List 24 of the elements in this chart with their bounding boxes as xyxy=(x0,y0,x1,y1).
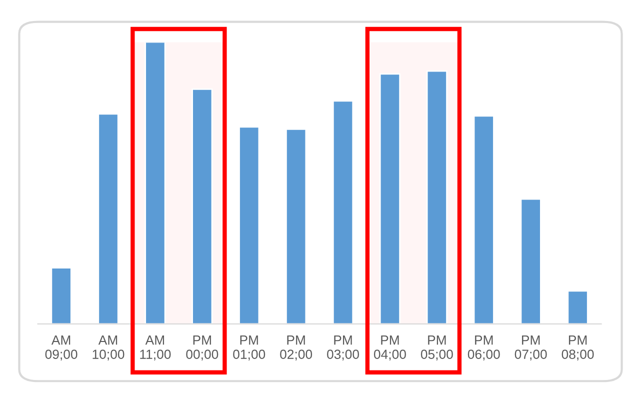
bar xyxy=(286,128,307,324)
bar xyxy=(426,70,448,324)
bar xyxy=(144,42,166,324)
bar xyxy=(238,126,260,324)
bar xyxy=(473,115,494,324)
bar xyxy=(520,198,542,324)
bar xyxy=(567,290,588,324)
x-tick-label: PM 03;00 xyxy=(327,336,360,361)
bar xyxy=(98,113,119,324)
x-tick-label: PM 01;00 xyxy=(233,336,266,361)
x-tick-label: AM 09;00 xyxy=(45,336,78,361)
x-tick-label: AM 10;00 xyxy=(92,336,124,361)
x-tick-label: PM 06;00 xyxy=(468,336,500,361)
bar xyxy=(379,73,401,324)
x-tick-label: AM 11;00 xyxy=(140,336,171,361)
bar xyxy=(332,100,354,324)
x-tick-label: PM 00;00 xyxy=(186,336,218,361)
x-tick-label: PM 02;00 xyxy=(280,336,312,361)
x-tick-label: PM 08;00 xyxy=(562,336,594,361)
x-tick-label: PM 07;00 xyxy=(514,336,547,361)
bar xyxy=(50,267,72,324)
x-tick-label: PM 04;00 xyxy=(374,336,406,361)
x-tick-label: PM 05;00 xyxy=(420,336,453,361)
bar xyxy=(192,88,213,324)
